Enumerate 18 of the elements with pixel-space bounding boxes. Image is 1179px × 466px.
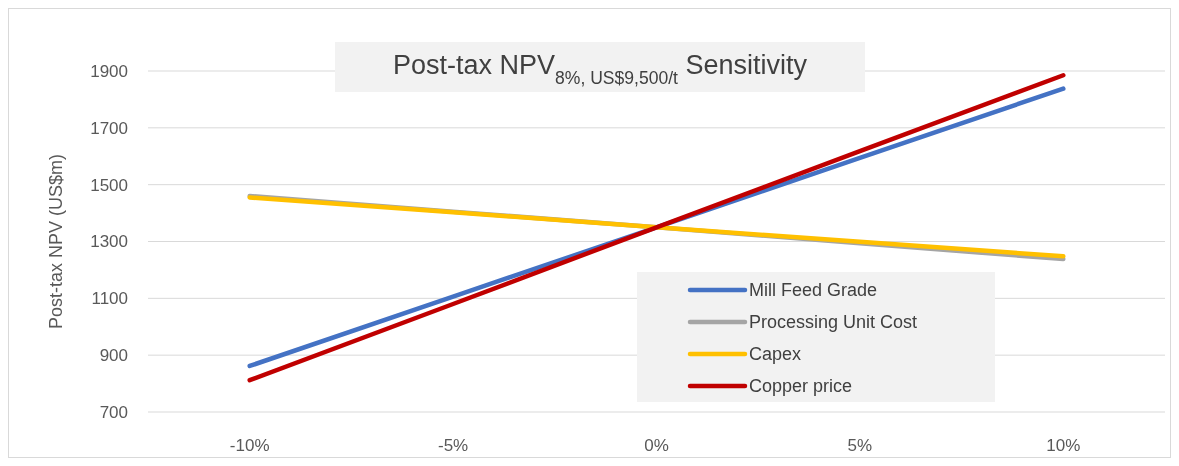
x-tick-label: 10%: [1046, 435, 1081, 455]
x-tick-label: 0%: [644, 435, 669, 455]
x-tick-label: -5%: [437, 435, 469, 455]
chart-title: Post-tax NPV$_{8%, US$9,500/t}$ Sensitivity: [393, 50, 808, 88]
legend-label: Copper price: [749, 376, 853, 397]
y-tick-label: 1300: [90, 232, 128, 252]
x-tick-label: -10%: [229, 435, 270, 455]
y-tick-label: 1700: [90, 118, 128, 138]
y-tick-label: 1900: [90, 61, 128, 81]
y-tick-label: 1500: [90, 175, 128, 195]
y-tick-label: 1100: [91, 289, 128, 309]
legend-label: Mill Feed Grade: [749, 280, 878, 301]
y-tick-label: 900: [99, 346, 128, 366]
y-axis-title: Post-tax NPV (US$m): [46, 153, 66, 330]
legend-label: Capex: [749, 344, 802, 365]
x-tick-label: 5%: [847, 435, 873, 455]
y-tick-label: 700: [99, 402, 128, 422]
legend-label: Processing Unit Cost: [749, 312, 918, 333]
